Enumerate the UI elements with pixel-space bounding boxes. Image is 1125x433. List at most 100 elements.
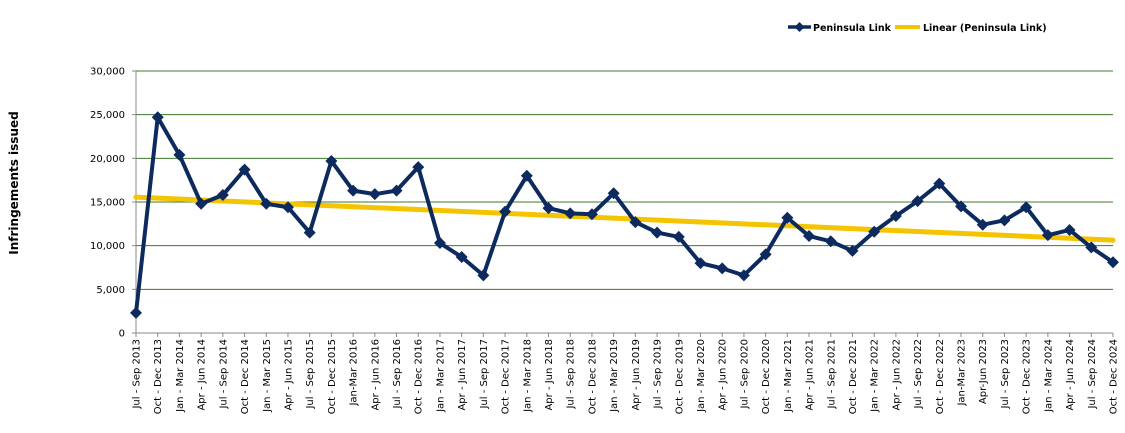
x-tick-label: Jan - Mar 2015 <box>262 339 273 413</box>
x-tick-label: Jul - Sep 2019 <box>653 339 664 410</box>
y-axis-label: Infringements issued <box>7 111 21 254</box>
data-point-marker <box>824 235 837 248</box>
x-tick-label: Apr-Jun 2023 <box>978 339 989 404</box>
x-tick-label: Apr - Jun 2024 <box>1065 339 1076 411</box>
x-tick-label: Jan - Mar 2022 <box>870 339 881 413</box>
x-tick-label: Apr - Jun 2020 <box>718 339 729 411</box>
x-tick-label: Jul - Sep 2023 <box>1000 339 1011 410</box>
x-tick-label: Jul - Sep 2013 <box>132 339 143 410</box>
data-point-marker <box>390 184 403 197</box>
x-tick-label: Jan - Mar 2019 <box>609 339 620 413</box>
data-point-marker <box>216 189 229 202</box>
x-tick-label: Jan - Mar 2018 <box>522 339 533 413</box>
x-tick-label: Jul - Sep 2021 <box>826 339 837 410</box>
data-point-marker <box>325 154 338 167</box>
x-tick-label: Apr - Jun 2014 <box>197 339 208 411</box>
x-tick-label: Oct - Dec 2024 <box>1109 339 1120 414</box>
data-point-marker <box>759 248 772 261</box>
x-tick-label: Oct - Dec 2016 <box>414 339 425 414</box>
data-point-marker <box>889 209 902 222</box>
data-point-marker <box>260 197 273 210</box>
data-point-marker <box>238 163 251 176</box>
data-point-marker <box>542 202 555 215</box>
x-tick-label: Oct - Dec 2014 <box>240 339 251 414</box>
data-point-marker <box>629 216 642 229</box>
x-tick-label: Jul - Sep 2022 <box>913 339 924 410</box>
x-axis-ticks: Jul - Sep 2013 Oct - Dec 2013 Jan - Mar 20… <box>132 333 1120 414</box>
trendline-line <box>133 194 1116 243</box>
y-axis-ticks: 0 5,000 10,000 15,000 20,000 25,000 30,000 <box>90 67 136 340</box>
x-tick-label: Apr - Jun 2019 <box>631 339 642 411</box>
data-point-marker <box>499 205 512 218</box>
data-point-marker <box>933 177 946 190</box>
y-tick-label: 20,000 <box>90 154 125 165</box>
data-point-marker <box>694 257 707 270</box>
x-tick-label: Jul - Sep 2015 <box>305 339 316 410</box>
x-tick-label: Oct - Dec 2023 <box>1022 339 1033 414</box>
x-tick-label: Oct - Dec 2017 <box>501 339 512 414</box>
data-point-marker <box>716 262 729 275</box>
legend: Peninsula Link Linear (Peninsula Link) <box>788 22 1047 34</box>
data-point-marker <box>1063 223 1076 236</box>
x-tick-label: Jul - Sep 2024 <box>1087 339 1098 410</box>
x-tick-label: Jul - Sep 2016 <box>392 339 403 410</box>
x-tick-label: Oct - Dec 2020 <box>761 339 772 414</box>
data-point-marker <box>911 195 924 208</box>
data-point-marker <box>564 207 577 220</box>
legend-trend-label: Linear (Peninsula Link) <box>923 23 1047 34</box>
data-point-marker <box>585 208 598 221</box>
x-tick-label: Oct - Dec 2013 <box>153 339 164 414</box>
data-point-marker <box>976 218 989 231</box>
x-tick-label: Jul - Sep 2014 <box>218 339 229 410</box>
x-tick-label: Oct - Dec 2015 <box>327 339 338 414</box>
data-point-marker <box>347 184 360 197</box>
data-point-marker <box>651 226 664 239</box>
x-tick-label: Apr - Jun 2016 <box>370 339 381 411</box>
data-point-marker <box>607 187 620 200</box>
x-tick-label: Oct - Dec 2019 <box>674 339 685 414</box>
data-point-marker <box>1085 241 1098 254</box>
y-tick-label: 25,000 <box>90 110 125 121</box>
data-point-marker <box>368 188 381 201</box>
y-tick-label: 5,000 <box>96 285 125 296</box>
x-tick-label: Jan-Mar 2016 <box>349 339 360 407</box>
data-point-marker <box>173 148 186 161</box>
x-tick-label: Jan - Mar 2020 <box>696 339 707 413</box>
x-tick-label: Jan - Mar 2021 <box>783 339 794 413</box>
x-tick-label: Jan-Mar 2023 <box>957 339 968 407</box>
x-tick-label: Jan - Mar 2024 <box>1043 339 1054 413</box>
data-point-marker <box>955 200 968 213</box>
x-tick-label: Jul - Sep 2017 <box>479 339 490 410</box>
x-tick-label: Jul - Sep 2018 <box>566 339 577 410</box>
data-point-marker <box>998 214 1011 227</box>
x-tick-label: Apr - Jun 2021 <box>805 339 816 411</box>
data-point-marker <box>1020 201 1033 214</box>
y-tick-label: 30,000 <box>90 67 125 78</box>
x-tick-label: Apr - Jun 2017 <box>457 339 468 411</box>
series-peninsula-link <box>130 111 1119 319</box>
data-point-marker <box>281 201 294 214</box>
legend-series-marker <box>794 22 805 32</box>
series-line <box>134 115 1115 314</box>
x-tick-label: Jan - Mar 2014 <box>175 339 186 413</box>
data-point-marker <box>433 237 446 250</box>
data-point-marker <box>737 269 750 282</box>
data-point-marker <box>1107 256 1119 269</box>
data-point-marker <box>781 211 794 224</box>
x-tick-label: Oct - Dec 2022 <box>935 339 946 414</box>
data-point-marker <box>1041 229 1054 242</box>
x-tick-label: Apr - Jun 2015 <box>283 339 294 411</box>
data-point-marker <box>130 306 142 319</box>
x-tick-label: Jan - Mar 2017 <box>435 339 446 413</box>
data-point-marker <box>868 225 881 238</box>
data-point-marker <box>672 230 685 243</box>
x-tick-label: Apr - Jun 2018 <box>544 339 555 411</box>
data-point-marker <box>520 169 533 182</box>
data-point-marker <box>477 269 490 282</box>
x-tick-label: Oct - Dec 2018 <box>587 339 598 414</box>
y-tick-label: 10,000 <box>90 241 125 252</box>
data-point-marker <box>151 111 164 124</box>
x-tick-label: Apr - Jun 2022 <box>891 339 902 411</box>
data-point-marker <box>303 226 316 239</box>
